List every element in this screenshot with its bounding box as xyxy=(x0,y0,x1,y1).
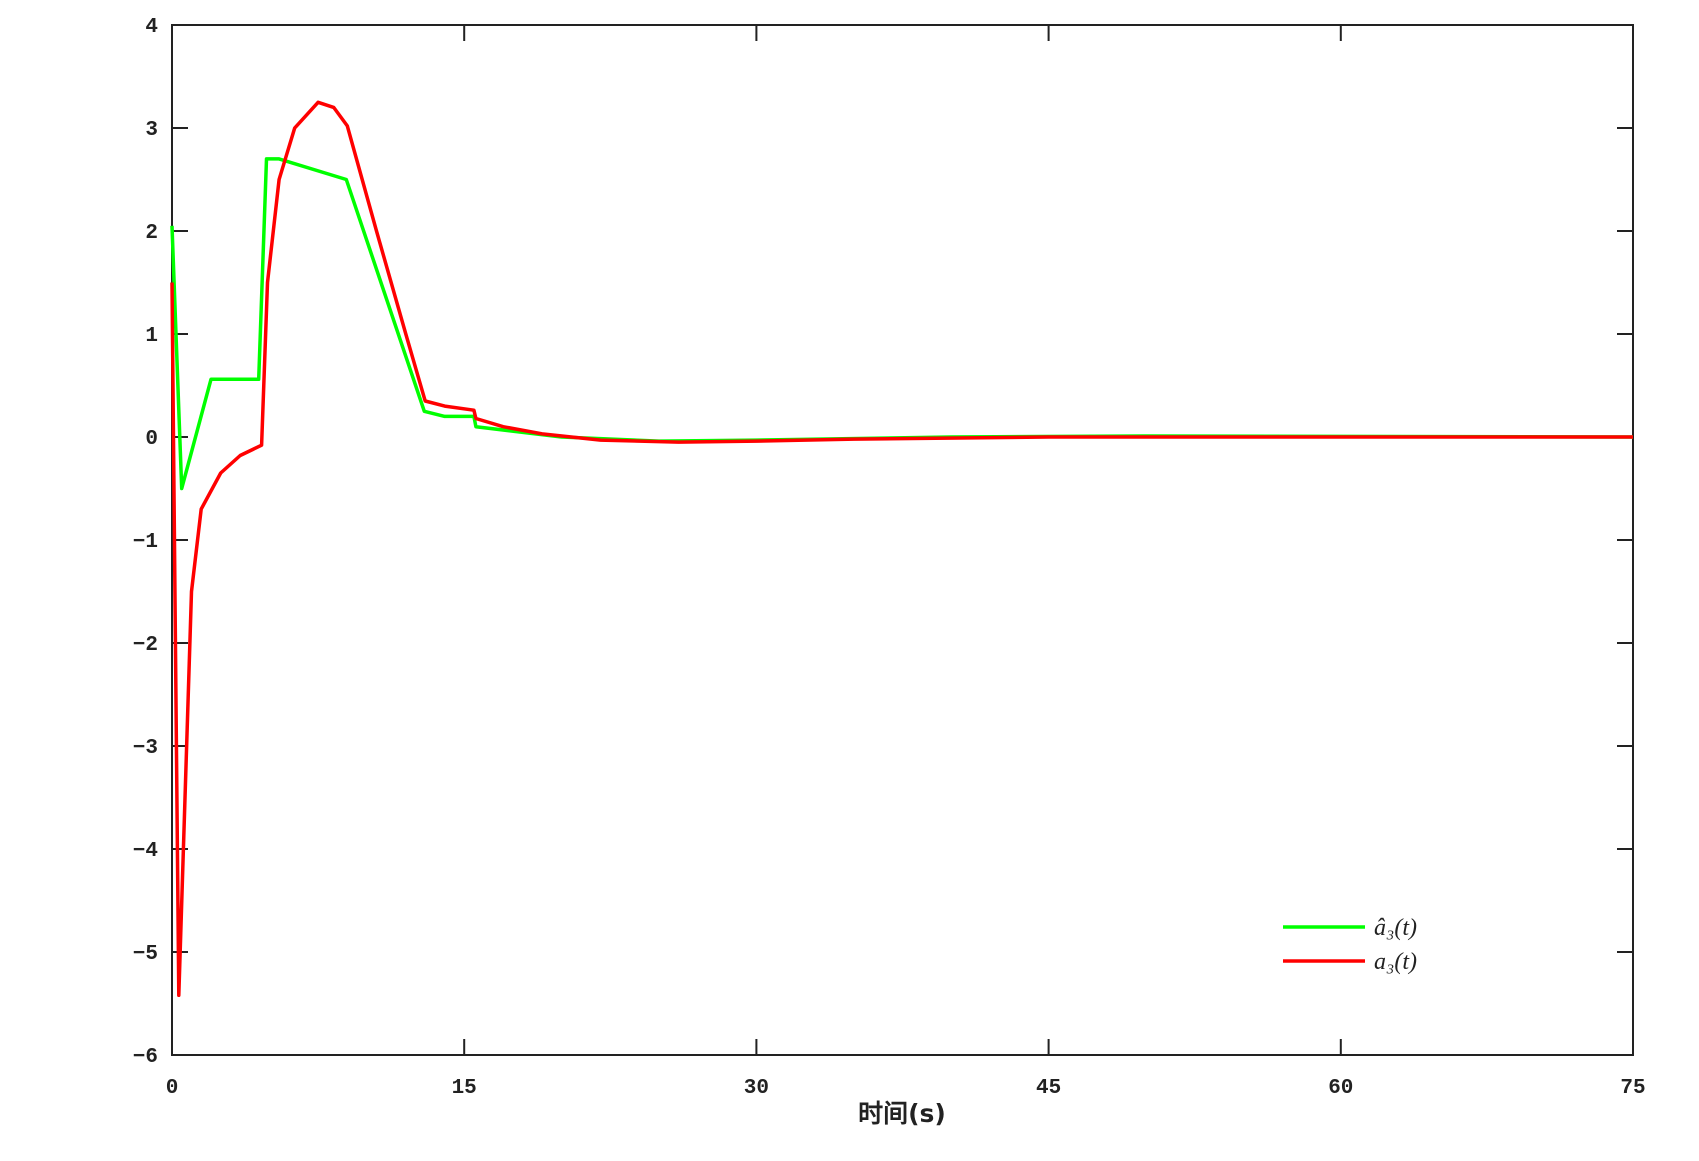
y-tick-label: 2 xyxy=(145,222,158,245)
y-tick-label: 4 xyxy=(145,16,158,39)
y-tick-label: −4 xyxy=(133,840,158,863)
x-tick-label: 15 xyxy=(452,1077,477,1100)
y-tick-label: −3 xyxy=(133,737,158,760)
x-tick-label: 75 xyxy=(1620,1077,1645,1100)
plot-frame xyxy=(171,24,1634,1056)
y-tick-label: −5 xyxy=(133,943,158,966)
x-tick-label: 60 xyxy=(1328,1077,1353,1100)
x-tick-label: 30 xyxy=(744,1077,769,1100)
x-tick-label: 0 xyxy=(166,1077,179,1100)
y-tick-label: 1 xyxy=(145,325,158,348)
y-tick-label: −2 xyxy=(133,634,158,657)
legend-label: a₃(t) xyxy=(1374,949,1417,975)
x-tick-label: 45 xyxy=(1036,1077,1061,1100)
y-tick-label: 0 xyxy=(145,428,158,451)
legend-label: â₃(t) xyxy=(1374,915,1417,941)
x-axis-label: 时间(s) xyxy=(858,1099,946,1128)
y-tick-label: −1 xyxy=(133,531,158,554)
y-tick-label: 3 xyxy=(145,119,158,142)
y-tick-label: −6 xyxy=(133,1046,158,1069)
data-line xyxy=(170,100,1633,998)
